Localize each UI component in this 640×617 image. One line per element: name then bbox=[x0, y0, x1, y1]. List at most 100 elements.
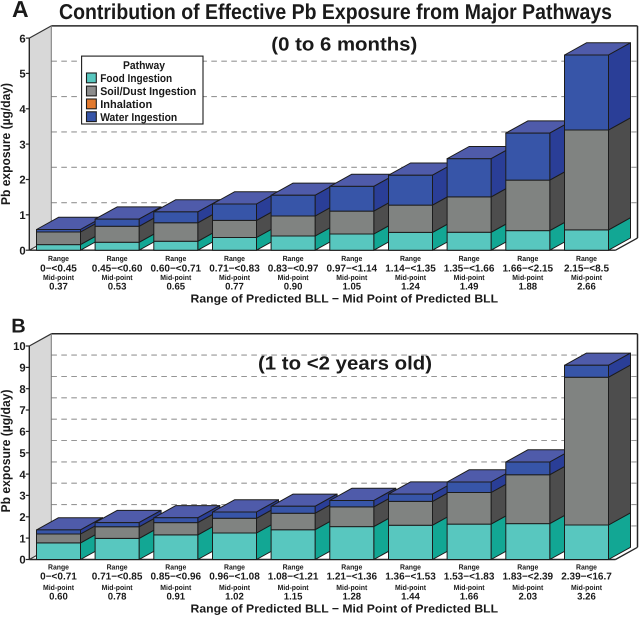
svg-text:Mid-point: Mid-point bbox=[571, 273, 602, 282]
svg-text:Pathway: Pathway bbox=[123, 60, 166, 72]
svg-text:Pb exposure (µg/day): Pb exposure (µg/day) bbox=[0, 83, 13, 205]
svg-text:1.35−<1.66: 1.35−<1.66 bbox=[444, 263, 495, 274]
svg-text:Range: Range bbox=[459, 254, 480, 263]
svg-text:Range: Range bbox=[224, 562, 245, 571]
svg-text:Range: Range bbox=[459, 562, 480, 571]
svg-text:7: 7 bbox=[19, 405, 25, 417]
svg-text:0.37: 0.37 bbox=[49, 281, 68, 292]
svg-text:5: 5 bbox=[19, 448, 25, 460]
svg-text:Range: Range bbox=[107, 562, 128, 571]
svg-text:3.26: 3.26 bbox=[577, 592, 596, 603]
svg-text:Mid-point: Mid-point bbox=[336, 273, 367, 282]
svg-text:(1 to <2 years old): (1 to <2 years old) bbox=[258, 353, 432, 374]
svg-text:Water Ingestion: Water Ingestion bbox=[100, 112, 177, 124]
svg-text:1.66−<2.15: 1.66−<2.15 bbox=[502, 263, 553, 274]
svg-text:Inhalation: Inhalation bbox=[100, 99, 152, 111]
svg-text:1: 1 bbox=[19, 210, 25, 222]
svg-text:Mid-point: Mid-point bbox=[336, 583, 367, 592]
svg-text:0: 0 bbox=[19, 555, 25, 567]
svg-text:Range: Range bbox=[576, 562, 597, 571]
svg-text:0−<0.71: 0−<0.71 bbox=[40, 572, 77, 583]
svg-text:Range: Range bbox=[341, 562, 362, 571]
svg-text:Range: Range bbox=[107, 254, 128, 263]
svg-text:5: 5 bbox=[19, 69, 25, 81]
svg-text:Mid-point: Mid-point bbox=[219, 273, 250, 282]
svg-text:0.85−<0.96: 0.85−<0.96 bbox=[150, 572, 201, 583]
svg-text:Range: Range bbox=[283, 254, 304, 263]
svg-text:A: A bbox=[12, 0, 29, 22]
svg-text:Mid-point: Mid-point bbox=[160, 273, 191, 282]
svg-text:2.66: 2.66 bbox=[577, 281, 596, 292]
svg-text:0.97−<1.14: 0.97−<1.14 bbox=[326, 263, 377, 274]
svg-text:Mid-point: Mid-point bbox=[571, 583, 602, 592]
svg-text:10: 10 bbox=[13, 341, 26, 353]
svg-text:2: 2 bbox=[19, 512, 25, 524]
svg-text:1.88: 1.88 bbox=[518, 281, 537, 292]
svg-text:1.24: 1.24 bbox=[401, 281, 420, 292]
svg-text:0.77: 0.77 bbox=[225, 281, 244, 292]
svg-text:Range of Predicted BLL − Mid P: Range of Predicted BLL − Mid Point of Pr… bbox=[191, 603, 499, 616]
svg-text:2.03: 2.03 bbox=[518, 592, 537, 603]
svg-text:3: 3 bbox=[19, 139, 25, 151]
svg-text:Range: Range bbox=[224, 254, 245, 263]
svg-text:4: 4 bbox=[19, 469, 26, 481]
svg-text:Mid-point: Mid-point bbox=[43, 273, 74, 282]
svg-text:Range: Range bbox=[400, 254, 421, 263]
svg-text:Range: Range bbox=[48, 254, 69, 263]
svg-text:Range: Range bbox=[400, 562, 421, 571]
svg-text:Range: Range bbox=[517, 254, 538, 263]
svg-text:1.05: 1.05 bbox=[342, 281, 361, 292]
svg-text:0−<0.45: 0−<0.45 bbox=[40, 263, 77, 274]
svg-text:Mid-point: Mid-point bbox=[160, 583, 191, 592]
svg-text:0.83−<0.97: 0.83−<0.97 bbox=[268, 263, 319, 274]
svg-text:Mid-point: Mid-point bbox=[395, 583, 426, 592]
svg-text:8: 8 bbox=[19, 384, 25, 396]
svg-text:Mid-point: Mid-point bbox=[395, 273, 426, 282]
svg-text:0.71−<0.85: 0.71−<0.85 bbox=[92, 572, 143, 583]
svg-text:Mid-point: Mid-point bbox=[454, 583, 485, 592]
svg-text:2: 2 bbox=[19, 175, 25, 187]
svg-text:0.78: 0.78 bbox=[108, 592, 127, 603]
svg-text:Mid-point: Mid-point bbox=[43, 583, 74, 592]
svg-text:1.53−<1.83: 1.53−<1.83 bbox=[444, 572, 495, 583]
svg-text:1: 1 bbox=[19, 533, 25, 545]
svg-text:Range: Range bbox=[576, 254, 597, 263]
svg-text:Soil/Dust Ingestion: Soil/Dust Ingestion bbox=[100, 86, 196, 98]
svg-text:9: 9 bbox=[19, 363, 25, 375]
svg-text:1.66: 1.66 bbox=[460, 592, 479, 603]
svg-text:1.02: 1.02 bbox=[225, 592, 244, 603]
svg-text:Mid-point: Mid-point bbox=[454, 273, 485, 282]
svg-text:0.91: 0.91 bbox=[166, 592, 185, 603]
svg-text:Range of Predicted BLL − Mid P: Range of Predicted BLL − Mid Point of Pr… bbox=[191, 293, 499, 306]
svg-text:Range: Range bbox=[283, 562, 304, 571]
svg-text:1.83−<2.39: 1.83−<2.39 bbox=[502, 572, 553, 583]
svg-text:4: 4 bbox=[19, 104, 26, 116]
svg-text:Mid-point: Mid-point bbox=[102, 583, 133, 592]
svg-text:Mid-point: Mid-point bbox=[278, 273, 309, 282]
svg-text:Mid-point: Mid-point bbox=[278, 583, 309, 592]
svg-text:Contribution of Effective Pb E: Contribution of Effective Pb Exposure fr… bbox=[59, 0, 612, 24]
svg-text:1.28: 1.28 bbox=[342, 592, 361, 603]
svg-text:Range: Range bbox=[165, 254, 186, 263]
svg-text:Mid-point: Mid-point bbox=[102, 273, 133, 282]
svg-text:Range: Range bbox=[48, 562, 69, 571]
svg-text:2.15−<8.5: 2.15−<8.5 bbox=[564, 263, 609, 274]
svg-text:(0 to 6 months): (0 to 6 months) bbox=[271, 34, 417, 55]
svg-text:1.15: 1.15 bbox=[284, 592, 303, 603]
svg-text:0.53: 0.53 bbox=[108, 281, 127, 292]
svg-text:Pb exposure (µg/day): Pb exposure (µg/day) bbox=[0, 390, 13, 513]
svg-text:1.08−<1.21: 1.08−<1.21 bbox=[268, 572, 319, 583]
svg-text:0.65: 0.65 bbox=[166, 281, 185, 292]
svg-text:0.71−<0.83: 0.71−<0.83 bbox=[209, 263, 260, 274]
svg-text:1.14−<1.35: 1.14−<1.35 bbox=[385, 263, 436, 274]
svg-text:Mid-point: Mid-point bbox=[219, 583, 250, 592]
svg-text:6: 6 bbox=[19, 33, 25, 45]
svg-text:1.49: 1.49 bbox=[460, 281, 479, 292]
svg-text:Range: Range bbox=[165, 562, 186, 571]
svg-text:2.39−<16.7: 2.39−<16.7 bbox=[561, 572, 612, 583]
svg-text:1.36−<1.53: 1.36−<1.53 bbox=[385, 572, 436, 583]
svg-text:0.60−<0.71: 0.60−<0.71 bbox=[150, 263, 201, 274]
svg-text:Range: Range bbox=[341, 254, 362, 263]
svg-text:0.90: 0.90 bbox=[284, 281, 303, 292]
svg-text:0.96−<1.08: 0.96−<1.08 bbox=[209, 572, 260, 583]
